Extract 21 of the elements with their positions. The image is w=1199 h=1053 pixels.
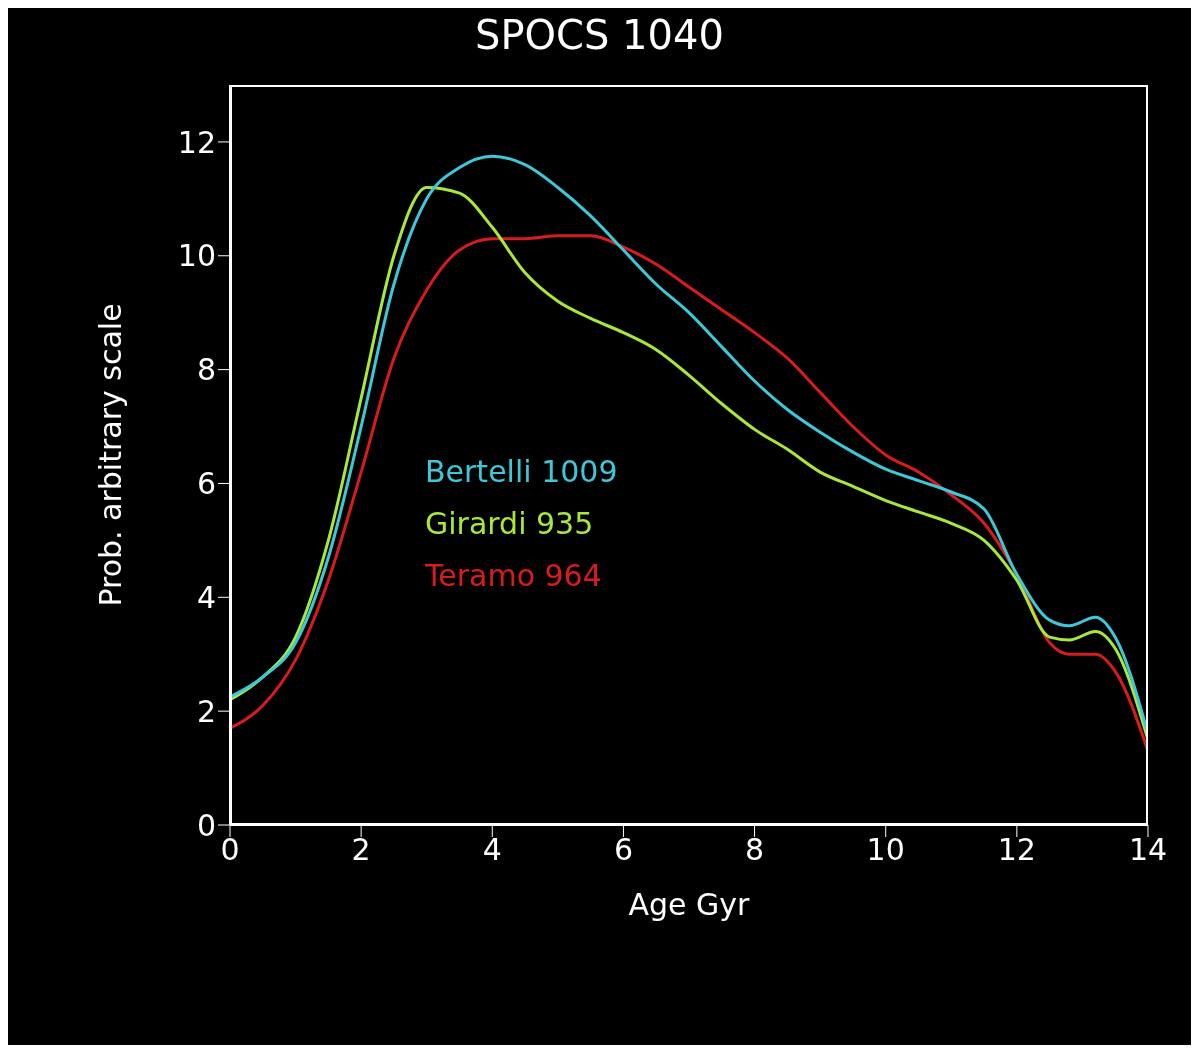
y-tick-label: 2 — [196, 693, 216, 729]
x-tick-label: 12 — [997, 832, 1036, 868]
x-axis-title: Age Gyr — [628, 887, 751, 922]
y-tick-label: 6 — [196, 466, 216, 502]
x-tick-label: 6 — [613, 832, 633, 868]
y-tick-label: 0 — [196, 807, 216, 843]
y-tick-label: 8 — [196, 352, 216, 388]
x-tick-label: 4 — [482, 832, 502, 868]
x-tick-label: 14 — [1128, 832, 1168, 868]
y-tick-label: 4 — [196, 579, 216, 615]
chart-title: SPOCS 1040 — [474, 12, 725, 58]
y-tick-label: 10 — [177, 238, 216, 274]
text: Teramo 964 — [425, 557, 603, 596]
text: Girardi 935 — [425, 505, 595, 544]
x-tick-label: 2 — [351, 832, 371, 868]
x-tick-label: 0 — [220, 832, 240, 868]
x-tick-label: 8 — [745, 832, 765, 868]
text: Bertelli 1009 — [425, 453, 618, 492]
y-tick-label: 12 — [177, 124, 216, 160]
x-tick-label: 10 — [866, 832, 905, 868]
y-axis-title: Prob. arbitrary scale — [92, 303, 128, 607]
